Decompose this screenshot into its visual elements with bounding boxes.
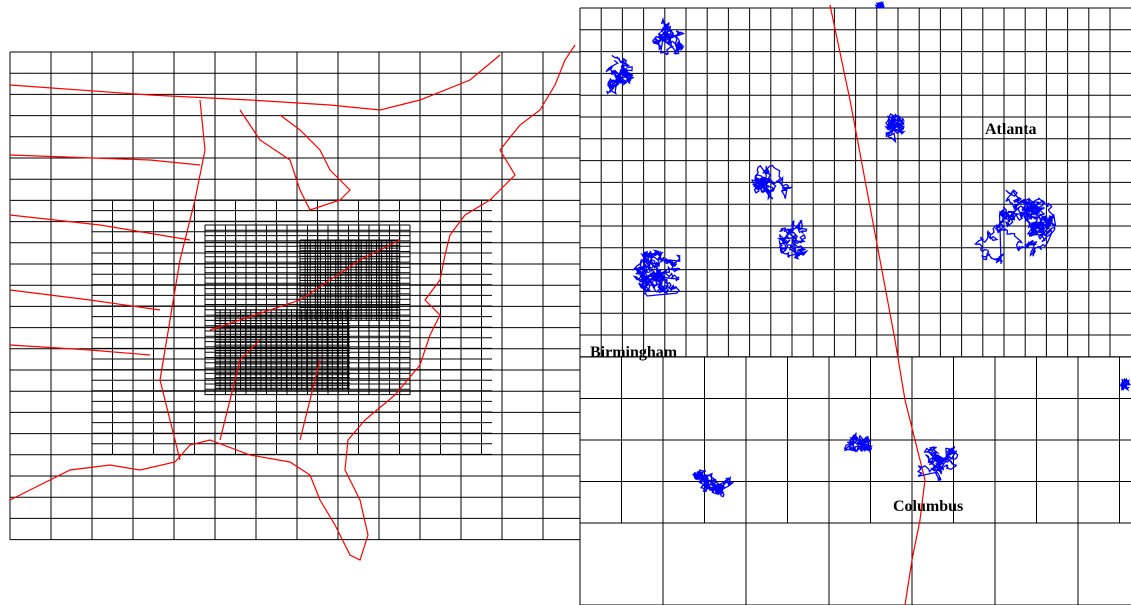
urban-area xyxy=(1121,379,1130,390)
urban-area xyxy=(876,2,884,8)
border xyxy=(10,55,500,110)
urban-area xyxy=(634,251,680,296)
urban-area xyxy=(845,433,872,452)
city-label: Columbus xyxy=(893,498,963,515)
city-label: Atlanta xyxy=(985,121,1037,138)
urban-areas xyxy=(606,2,1130,496)
urban-area xyxy=(975,190,1055,264)
page: Atlanta Birmingham Columbus (() => { con… xyxy=(0,0,1131,605)
urban-area xyxy=(886,114,904,142)
city-label: Birmingham xyxy=(590,344,678,361)
urban-area xyxy=(652,19,683,55)
map: Atlanta Birmingham Columbus xyxy=(0,0,1131,605)
river xyxy=(160,100,205,460)
urban-area xyxy=(606,56,633,94)
urban-area xyxy=(693,470,734,497)
right-grid xyxy=(580,8,1131,605)
